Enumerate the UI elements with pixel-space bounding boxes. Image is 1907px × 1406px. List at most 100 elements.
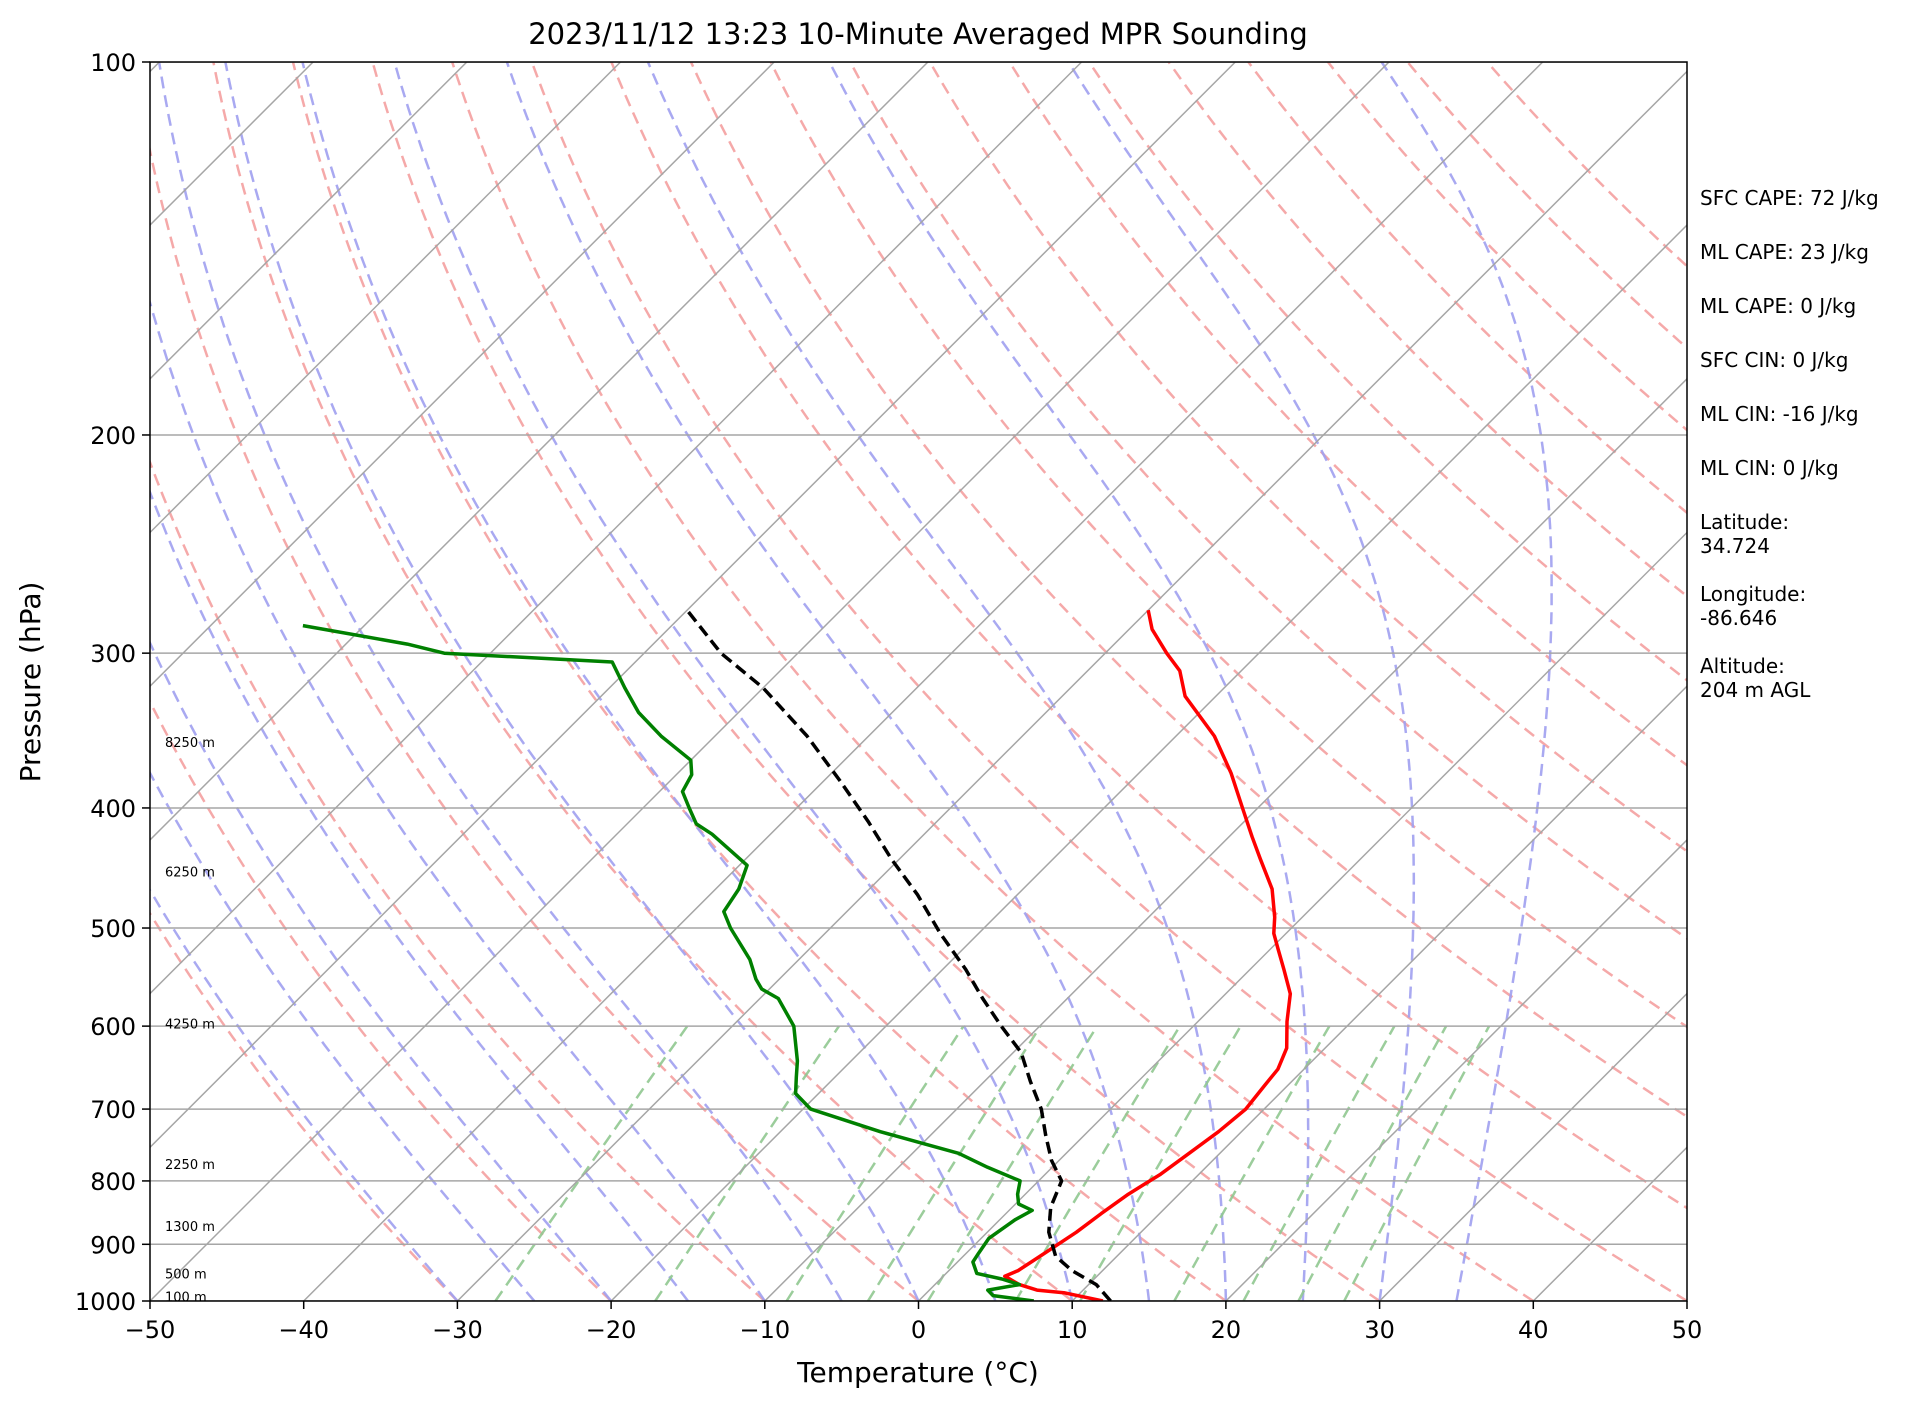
stat-altitude: Altitude: 204 m AGL (1700, 654, 1811, 702)
x-tick-label: −50 (125, 1316, 176, 1344)
x-tick-label: 30 (1364, 1316, 1395, 1344)
x-tick-label: 0 (911, 1316, 926, 1344)
dry-adiabat-line (150, 698, 612, 1301)
x-tick-label: −10 (739, 1316, 790, 1344)
sounding-stats-panel: SFC CAPE: 72 J/kg ML CAPE: 23 J/kg ML CA… (1700, 186, 1900, 726)
x-tick-label: 10 (1057, 1316, 1088, 1344)
dry-adiabat-line (451, 62, 1534, 1301)
moist-adiabat-line (224, 62, 920, 1301)
dry-adiabat-line (849, 62, 1687, 940)
dry-adiabat-line (150, 911, 459, 1301)
isotherm-line (150, 62, 468, 380)
dry-adiabat-line (291, 62, 1227, 1301)
isotherm-line (1379, 992, 1687, 1301)
isotherm-line (150, 62, 622, 534)
mixing-ratio-line (926, 1025, 1099, 1301)
y-tick-label: 800 (90, 1168, 136, 1196)
dry-adiabat-line (1008, 62, 1687, 767)
moist-adiabat-line (505, 62, 1151, 1301)
y-tick-label: 400 (90, 795, 136, 823)
dry-adiabat-line (1247, 62, 1687, 515)
isotherm-line (1225, 838, 1687, 1301)
isotherm-line (150, 62, 775, 688)
dry-adiabat-line (530, 62, 1687, 1301)
y-tick-label: 1000 (75, 1288, 136, 1316)
height-labels: 8250 m 6250 m 4250 m 2250 m 1300 m 500 m 100 m (165, 736, 215, 1306)
dry-adiabat-line (371, 62, 1381, 1301)
isotherm-line (456, 70, 1687, 1301)
isotherms (150, 62, 1687, 1301)
y-tick-label: 900 (90, 1231, 136, 1259)
x-tick-label: 20 (1211, 1316, 1242, 1344)
y-tick-label: 700 (90, 1096, 136, 1124)
y-tick-label: 200 (90, 422, 136, 450)
moist-adiabat-line (150, 640, 613, 1301)
mixing-ratio-lines (494, 1025, 1491, 1301)
moist-adiabat-line (150, 887, 459, 1301)
isotherm-line (610, 224, 1687, 1301)
temperature-profile-line (1003, 609, 1293, 1301)
x-tick-label: 40 (1518, 1316, 1549, 1344)
stat-ml-cape-2: ML CAPE: 0 J/kg (1700, 294, 1857, 318)
isotherm-line (150, 62, 1236, 1149)
sounding-profiles (302, 609, 1293, 1301)
height-label: 8250 m (165, 736, 215, 751)
dry-adiabat-line (1167, 62, 1687, 598)
stat-ml-cin-2: ML CIN: 0 J/kg (1700, 456, 1839, 480)
dewpoint-profile-line (302, 623, 1035, 1301)
moist-adiabat-line (828, 62, 1310, 1301)
moist-adiabat-line (646, 62, 1228, 1301)
parcel-path-profile-line (685, 609, 1112, 1301)
height-label: 1300 m (165, 1220, 215, 1235)
moist-adiabat-line (157, 62, 843, 1301)
x-axis-ticks: −50 −40 −30 −20 −10 0 10 20 30 40 50 (125, 1301, 1703, 1344)
stat-longitude: Longitude: -86.646 (1700, 582, 1807, 630)
mixing-ratio-line (785, 1025, 965, 1301)
height-label: 2250 m (165, 1158, 215, 1173)
isotherm-line (303, 62, 1544, 1301)
x-tick-label: 50 (1672, 1316, 1703, 1344)
stat-sfc-cape: SFC CAPE: 72 J/kg (1700, 186, 1879, 210)
isotherm-line (1071, 685, 1687, 1301)
dry-adiabat-line (1088, 62, 1687, 682)
y-tick-label: 500 (90, 915, 136, 943)
isotherm-line (150, 62, 929, 841)
moist-adiabat-line (393, 62, 1074, 1301)
dry-adiabat-line (610, 62, 1687, 1210)
height-label: 100 m (165, 1291, 207, 1306)
isotherm-line (764, 377, 1687, 1301)
mixing-ratio-line (866, 1025, 1042, 1301)
x-tick-label: −30 (432, 1316, 483, 1344)
x-tick-label: −20 (586, 1316, 637, 1344)
mixing-ratio-line (1297, 1025, 1448, 1301)
dry-adiabat-line (769, 62, 1687, 1029)
stat-ml-cape: ML CAPE: 23 J/kg (1700, 240, 1869, 264)
height-label: 500 m (165, 1267, 207, 1282)
chart-title: 2023/11/12 13:23 10-Minute Averaged MPR … (528, 17, 1308, 51)
stat-latitude: Latitude: 34.724 (1700, 510, 1790, 558)
mixing-ratio-line (1173, 1025, 1331, 1301)
y-axis-ticks: 100 200 300 400 500 600 700 800 900 1000 (75, 49, 150, 1316)
isotherm-line (150, 62, 1083, 995)
dry-adiabat-line (928, 62, 1687, 853)
dry-adiabat-line (212, 62, 1073, 1301)
moist-adiabat-line (1380, 62, 1553, 1301)
moist-adiabat-line (150, 770, 536, 1301)
mixing-ratio-line (1014, 1025, 1181, 1301)
y-axis-label: Pressure (hPa) (14, 582, 47, 783)
moist-adiabat-line (150, 488, 689, 1301)
mixing-ratio-line (1343, 1025, 1491, 1301)
dry-adiabat-line (150, 144, 920, 1301)
y-tick-label: 300 (90, 640, 136, 668)
height-label: 4250 m (165, 1017, 215, 1032)
y-tick-label: 600 (90, 1013, 136, 1041)
moist-adiabat-line (301, 62, 997, 1301)
x-tick-label: −40 (278, 1316, 329, 1344)
height-label: 6250 m (165, 865, 215, 880)
pressure-gridlines (150, 62, 1687, 1301)
dry-adiabat-line (150, 458, 766, 1301)
mixing-ratio-line (1242, 1025, 1396, 1301)
mixing-ratio-line (654, 1025, 841, 1301)
x-axis-label: Temperature (°C) (796, 1356, 1039, 1389)
